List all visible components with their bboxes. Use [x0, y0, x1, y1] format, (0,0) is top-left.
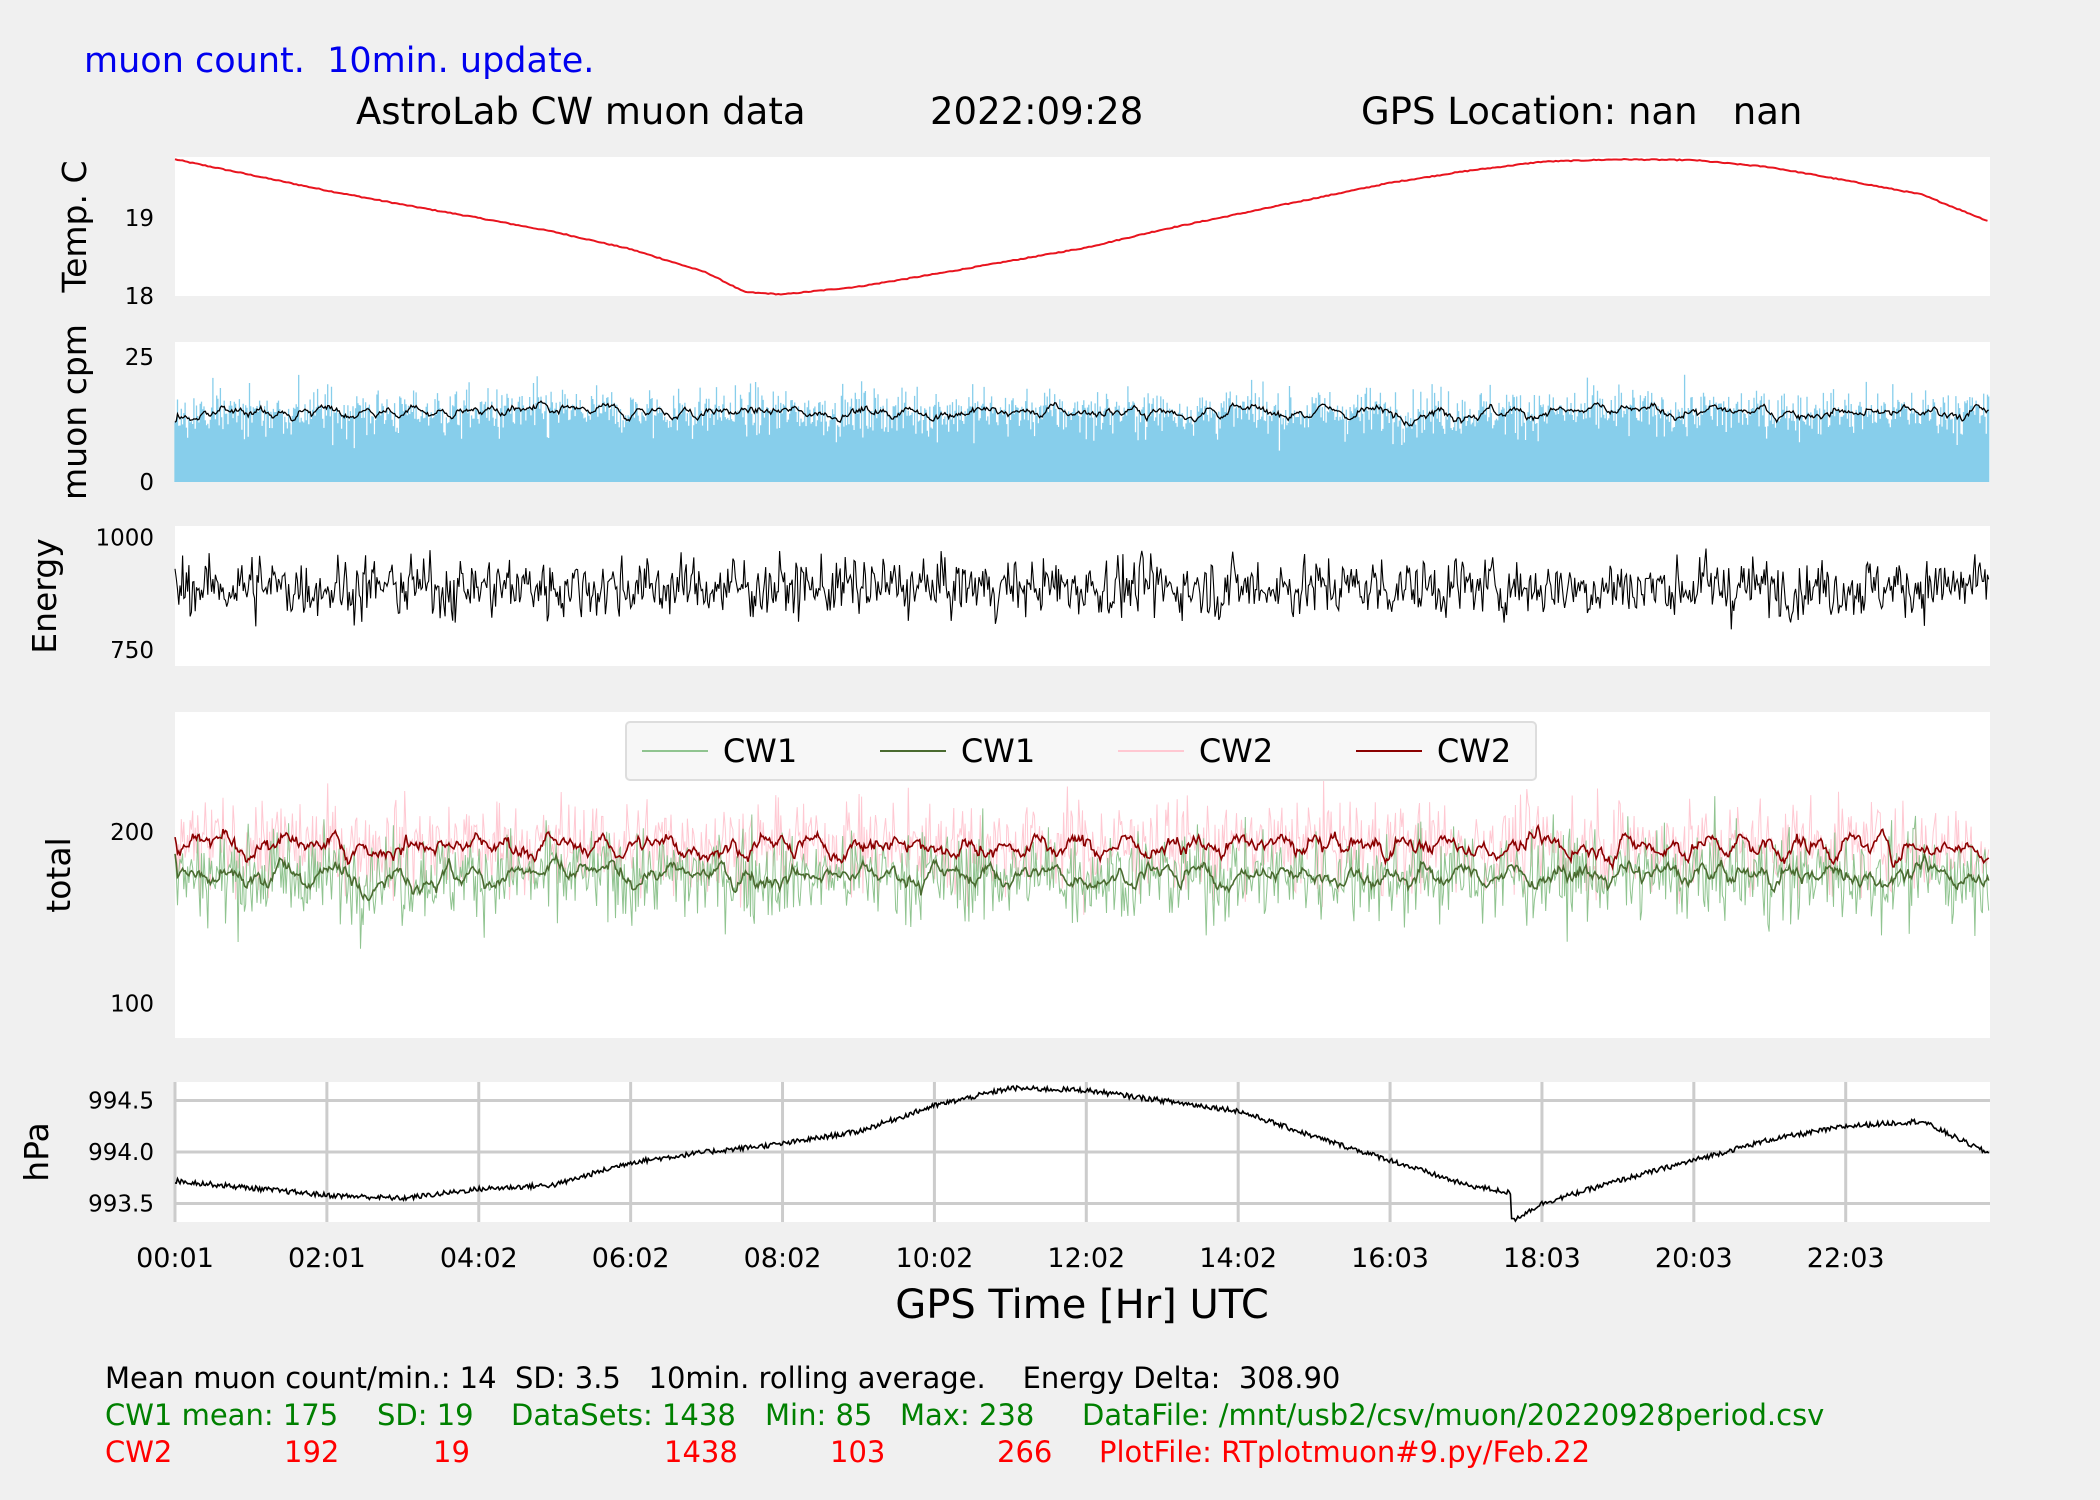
energy-ytick-label: 750 — [110, 638, 154, 664]
pressure-ytick-label: 993.5 — [88, 1191, 154, 1217]
cw2-plotfile: PlotFile: RTplotmuon#9.py/Feb.22 — [1099, 1435, 1591, 1469]
legend-box — [625, 721, 1537, 781]
pressure-ytick-label: 994.5 — [88, 1089, 154, 1115]
cw2-max: 266 — [997, 1435, 1053, 1469]
cw2-mean: 192 — [284, 1435, 340, 1469]
x-tick-label: 08:02 — [744, 1243, 822, 1274]
x-tick-label: 06:02 — [592, 1243, 670, 1274]
chart-date: 2022:09:28 — [930, 90, 1144, 133]
x-tick-label: 16:03 — [1351, 1243, 1429, 1274]
cw1-rolling-average-line — [174, 852, 1990, 902]
total-ytick-label: 200 — [110, 820, 154, 846]
legend-label-cw2: CW2 — [1437, 732, 1511, 770]
pressure-line — [174, 1084, 1990, 1223]
cw1-min: Min: 85 — [765, 1398, 873, 1432]
total-ytick-label: 100 — [110, 992, 154, 1018]
pressure-ylabel: hPa — [17, 1122, 56, 1182]
temperature-panel — [175, 157, 1990, 296]
x-tick-label: 00:01 — [136, 1243, 214, 1274]
muon_cpm-ytick-label: 0 — [139, 470, 154, 496]
temperature-line — [174, 157, 1988, 296]
temperature-ylabel: Temp. C — [55, 161, 94, 294]
x-axis-label: GPS Time [Hr] UTC — [895, 1282, 1269, 1328]
energy-line — [174, 548, 1990, 630]
cw2-rolling-average-line — [174, 823, 1990, 871]
x-tick-label: 20:03 — [1655, 1243, 1733, 1274]
temperature-ytick-label: 19 — [125, 206, 154, 232]
x-tick-label: 04:02 — [440, 1243, 518, 1274]
legend-label-cw1: CW1 — [723, 732, 797, 770]
update-note: muon count. 10min. update. — [84, 41, 595, 81]
stats-line-muon: Mean muon count/min.: 14 SD: 3.5 10min. … — [105, 1361, 1341, 1395]
chart-title: AstroLab CW muon data — [356, 90, 806, 133]
muon_cpm-ylabel: muon cpm — [55, 324, 94, 500]
cw1-max: Max: 238 — [900, 1398, 1035, 1432]
gps-location: GPS Location: nan nan — [1361, 90, 1803, 133]
x-tick-label: 14:02 — [1199, 1243, 1277, 1274]
cw1-datasets: DataSets: 1438 — [511, 1398, 736, 1432]
legend-label-cw2: CW2 — [1199, 732, 1273, 770]
total-ylabel: total — [39, 837, 78, 912]
temperature-ytick-label: 18 — [125, 284, 154, 310]
cw1-raw-line — [174, 796, 1990, 949]
x-tick-label: 10:02 — [896, 1243, 974, 1274]
cw1-mean: CW1 mean: 175 — [105, 1398, 339, 1432]
x-tick-label: 12:02 — [1047, 1243, 1125, 1274]
energy-ylabel: Energy — [25, 538, 64, 654]
cw1-datafile: DataFile: /mnt/usb2/csv/muon/20220928per… — [1082, 1398, 1825, 1432]
muon-cpm-bars — [174, 374, 1990, 482]
legend-label-cw1: CW1 — [961, 732, 1035, 770]
pressure-ytick-label: 994.0 — [88, 1140, 154, 1166]
chart-panels — [173, 157, 1990, 1222]
energy-ytick-label: 1000 — [95, 525, 154, 551]
muon-cpm-rolling-average — [174, 400, 1989, 427]
cw2-datasets: 1438 — [664, 1435, 738, 1469]
chart-marks — [174, 157, 1990, 1223]
cw2-min: 103 — [830, 1435, 886, 1469]
muon_cpm-ytick-label: 25 — [125, 345, 154, 371]
cw1-sd: SD: 19 — [377, 1398, 474, 1432]
x-tick-label: 22:03 — [1807, 1243, 1885, 1274]
x-tick-label: 18:03 — [1503, 1243, 1581, 1274]
cw2-label: CW2 — [105, 1435, 173, 1469]
x-tick-label: 02:01 — [288, 1243, 366, 1274]
chart-labels: 18 19 Temp. C 0 25 muon cpm 750 1000 Energy 100 20… — [17, 161, 1885, 1328]
cw2-sd: 19 — [433, 1435, 470, 1469]
